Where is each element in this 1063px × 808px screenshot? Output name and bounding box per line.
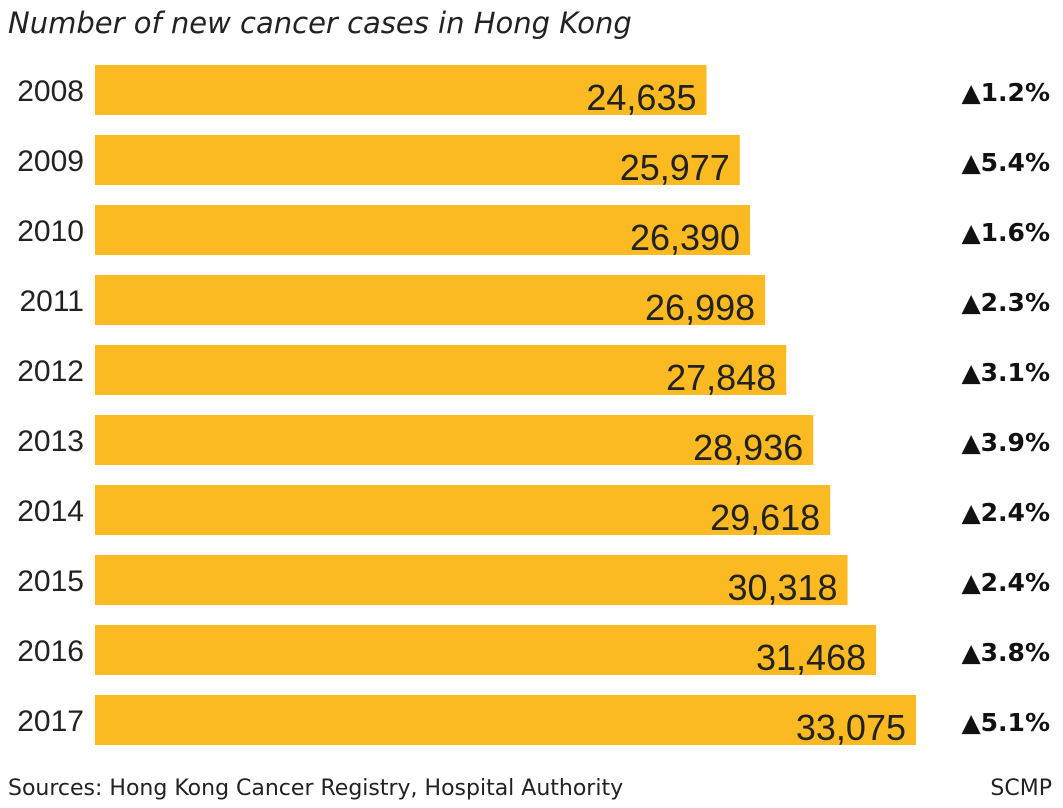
year-label: 2016 bbox=[17, 635, 84, 668]
change-label: ▲1.6% bbox=[961, 218, 1050, 247]
change-label: ▲2.4% bbox=[961, 498, 1050, 527]
change-label: ▲2.4% bbox=[961, 568, 1050, 597]
value-label: 26,390 bbox=[630, 217, 740, 258]
year-label: 2008 bbox=[17, 75, 84, 108]
bar-2016 bbox=[95, 625, 877, 675]
bar-2017 bbox=[95, 695, 916, 745]
bar-2009 bbox=[95, 135, 740, 185]
value-label: 25,977 bbox=[620, 147, 730, 188]
credit: SCMP bbox=[990, 776, 1052, 801]
value-label: 26,998 bbox=[645, 287, 755, 328]
chart-title: Number of new cancer cases in Hong Kong bbox=[8, 6, 632, 40]
source-note: Sources: Hong Kong Cancer Registry, Hosp… bbox=[8, 776, 623, 801]
year-label: 2014 bbox=[17, 495, 84, 528]
year-label: 2009 bbox=[17, 145, 84, 178]
change-label: ▲3.9% bbox=[961, 428, 1050, 457]
bar-2014 bbox=[95, 485, 831, 535]
bar-2011 bbox=[95, 275, 766, 325]
year-label: 2010 bbox=[17, 215, 84, 248]
bar-2013 bbox=[95, 415, 814, 465]
value-label: 33,075 bbox=[796, 707, 906, 748]
change-label: ▲3.1% bbox=[961, 358, 1050, 387]
year-label: 2017 bbox=[17, 705, 84, 738]
year-label: 2015 bbox=[17, 565, 84, 598]
year-label: 2013 bbox=[17, 425, 84, 458]
change-label: ▲2.3% bbox=[961, 288, 1050, 317]
year-label: 2011 bbox=[19, 285, 84, 318]
year-label: 2012 bbox=[17, 355, 84, 388]
bar-2012 bbox=[95, 345, 787, 395]
bar-2010 bbox=[95, 205, 751, 255]
value-label: 27,848 bbox=[666, 357, 776, 398]
value-label: 31,468 bbox=[756, 637, 866, 678]
change-label: ▲3.8% bbox=[961, 638, 1050, 667]
bar-2008 bbox=[95, 65, 707, 115]
change-label: ▲1.2% bbox=[961, 78, 1050, 107]
change-label: ▲5.1% bbox=[961, 708, 1050, 737]
value-label: 30,318 bbox=[727, 567, 837, 608]
value-label: 29,618 bbox=[710, 497, 820, 538]
value-label: 28,936 bbox=[693, 427, 803, 468]
change-label: ▲5.4% bbox=[961, 148, 1050, 177]
bar-2015 bbox=[95, 555, 848, 605]
value-label: 24,635 bbox=[586, 77, 696, 118]
